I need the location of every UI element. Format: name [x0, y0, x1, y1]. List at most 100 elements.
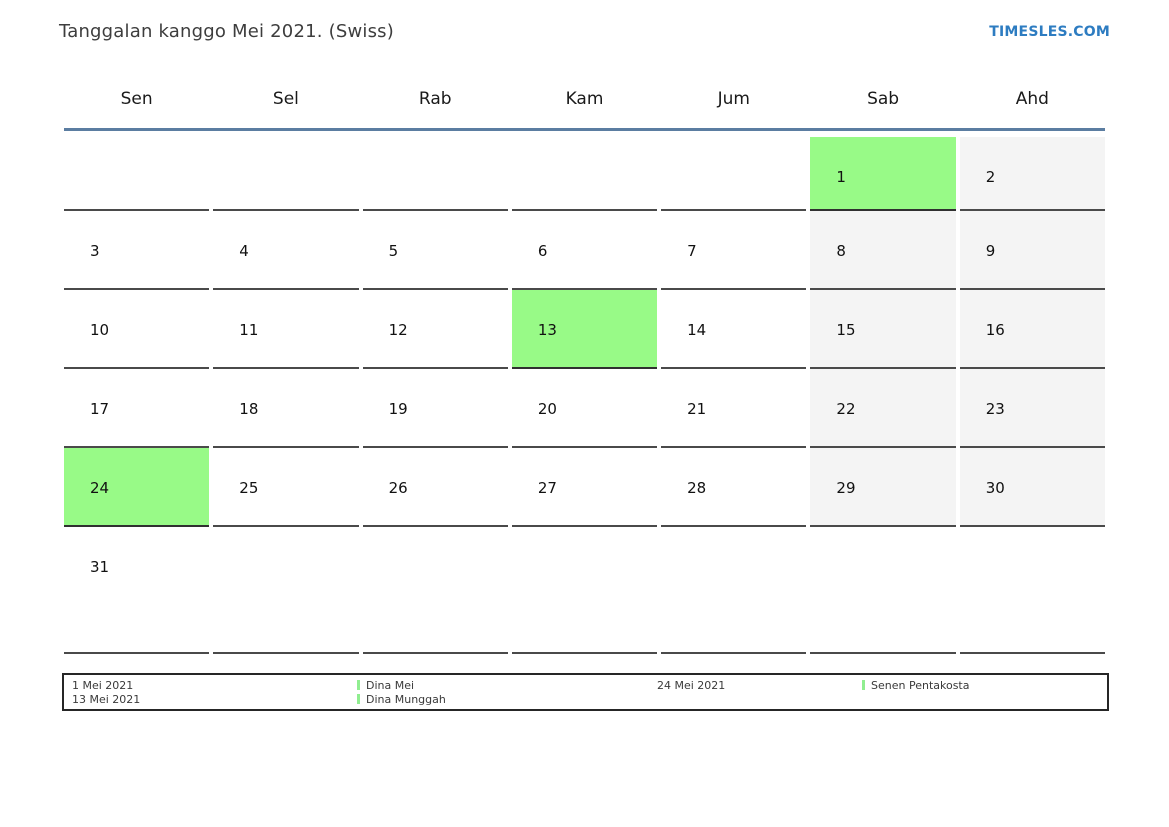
weekday-header-kam: Kam	[565, 89, 604, 109]
legend-date: 1 Mei 2021	[72, 679, 134, 692]
legend-dates-right: 24 Mei 2021	[657, 679, 725, 693]
day-number: 5	[388, 242, 399, 260]
day-number: 28	[687, 479, 707, 497]
calendar-grid: 1 2 3 4 5 6 7 8 9 10 11 12 13 14 15 16 17 18 19 20 21 22 23 24 2…	[64, 137, 1105, 654]
day-cell-14: 14	[661, 290, 807, 369]
day-cell-7: 7	[661, 211, 807, 290]
legend-entry: Dina Mei	[357, 679, 446, 693]
legend-labels-right: Senen Pentakosta	[862, 679, 969, 693]
day-number: 1	[836, 168, 846, 186]
day-number: 10	[90, 321, 110, 339]
day-number: 8	[836, 242, 846, 260]
day-cell-empty	[661, 137, 807, 211]
page-title: Tanggalan kanggo Mei 2021. (Swiss)	[59, 21, 394, 42]
day-number: 24	[90, 479, 110, 497]
brand-link[interactable]: TIMESLES.COM	[989, 24, 1110, 40]
day-cell-empty	[64, 137, 210, 211]
day-number: 4	[239, 242, 249, 260]
day-number: 9	[985, 242, 996, 260]
day-cell-21: 21	[661, 369, 807, 448]
day-cell-2: 2	[959, 137, 1105, 211]
day-number: 21	[687, 400, 707, 418]
weekday-header-sen: Sen	[120, 89, 153, 109]
legend-label: Dina Mei	[366, 679, 415, 692]
day-cell-empty	[213, 527, 359, 654]
day-cell-23: 23	[959, 369, 1105, 448]
day-cell-31: 31	[64, 527, 210, 654]
day-number: 30	[985, 479, 1005, 497]
weekday-header-row: Sen Sel Rab Kam Jum Sab Ahd	[64, 83, 1105, 131]
legend-label: Dina Munggah	[366, 693, 446, 706]
weekday-header-rab: Rab	[418, 89, 452, 109]
legend-dates-left: 1 Mei 2021 13 Mei 2021	[72, 679, 140, 707]
day-cell-28: 28	[661, 448, 807, 527]
day-cell-1: 1	[810, 137, 956, 211]
day-number: 26	[388, 479, 408, 497]
legend-labels-left: Dina Mei Dina Munggah	[357, 679, 446, 707]
day-number: 16	[985, 321, 1005, 339]
day-number: 12	[388, 321, 408, 339]
day-cell-18: 18	[213, 369, 359, 448]
day-cell-17: 17	[64, 369, 210, 448]
day-cell-empty	[511, 137, 658, 211]
day-cell-8: 8	[810, 211, 956, 290]
holiday-marker-icon	[862, 680, 865, 690]
day-cell-empty	[362, 527, 508, 654]
day-number: 11	[239, 321, 259, 339]
day-cell-empty	[213, 137, 359, 211]
day-cell-22: 22	[810, 369, 956, 448]
day-cell-6: 6	[511, 211, 658, 290]
day-cell-empty	[362, 137, 508, 211]
legend-label: Senen Pentakosta	[871, 679, 970, 692]
weekday-header-sab: Sab	[867, 89, 900, 109]
day-number: 23	[985, 400, 1005, 418]
day-cell-4: 4	[213, 211, 359, 290]
day-cell-29: 29	[810, 448, 956, 527]
day-number: 14	[687, 321, 707, 339]
day-number: 31	[90, 558, 110, 576]
day-cell-12: 12	[362, 290, 508, 369]
day-number: 25	[239, 479, 259, 497]
day-cell-5: 5	[362, 211, 508, 290]
day-number: 17	[90, 400, 110, 418]
day-cell-3: 3	[64, 211, 210, 290]
day-cell-10: 10	[64, 290, 210, 369]
day-cell-11: 11	[213, 290, 359, 369]
day-cell-16: 16	[959, 290, 1105, 369]
day-number: 19	[388, 400, 408, 418]
calendar: Sen Sel Rab Kam Jum Sab Ahd 1 2 3 4 5 6 7 8 9 10 1…	[64, 83, 1105, 654]
day-cell-26: 26	[362, 448, 508, 527]
day-cell-19: 19	[362, 369, 508, 448]
day-number: 20	[537, 400, 557, 418]
day-cell-25: 25	[213, 448, 359, 527]
day-cell-15: 15	[810, 290, 956, 369]
day-number: 13	[537, 321, 557, 339]
day-cell-24: 24	[64, 448, 210, 527]
day-cell-30: 30	[959, 448, 1105, 527]
holiday-marker-icon	[357, 694, 360, 704]
day-number: 18	[239, 400, 259, 418]
legend-entry: Senen Pentakosta	[862, 679, 969, 693]
weekday-header-jum: Jum	[717, 89, 750, 109]
legend-date: 13 Mei 2021	[72, 693, 141, 706]
day-number: 3	[90, 242, 100, 260]
day-number: 22	[836, 400, 856, 418]
day-number: 27	[537, 479, 557, 497]
legend-box: 1 Mei 2021 13 Mei 2021 Dina Mei Dina Mun…	[62, 673, 1109, 711]
day-number: 7	[687, 242, 697, 260]
day-cell-empty	[959, 527, 1105, 654]
day-number: 15	[836, 321, 856, 339]
weekday-header-ahd: Ahd	[1015, 89, 1049, 109]
holiday-marker-icon	[357, 680, 360, 690]
day-number: 29	[836, 479, 856, 497]
legend-entry: Dina Munggah	[357, 693, 446, 707]
day-number: 2	[985, 168, 996, 186]
weekday-header-sel: Sel	[272, 89, 299, 109]
day-cell-empty	[810, 527, 956, 654]
day-cell-27: 27	[511, 448, 658, 527]
day-number: 6	[537, 242, 548, 260]
day-cell-20: 20	[511, 369, 658, 448]
day-cell-9: 9	[959, 211, 1105, 290]
day-cell-13: 13	[511, 290, 658, 369]
